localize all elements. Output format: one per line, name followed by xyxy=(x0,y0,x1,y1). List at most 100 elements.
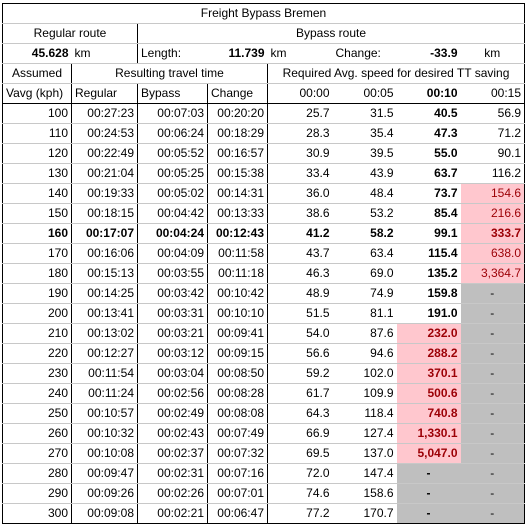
header-change[interactable]: Change xyxy=(207,83,268,104)
vavg-cell[interactable]: 160 xyxy=(2,223,72,244)
speed-10-cell[interactable]: 5,047.0 xyxy=(396,443,461,464)
bypass-time-cell[interactable]: 00:03:55 xyxy=(137,263,208,284)
vavg-cell[interactable]: 110 xyxy=(2,123,72,144)
change-time-cell[interactable]: 00:18:29 xyxy=(207,123,268,144)
speed-00-cell[interactable]: 54.0 xyxy=(267,323,333,344)
vavg-cell[interactable]: 190 xyxy=(2,283,72,304)
vavg-cell[interactable]: 230 xyxy=(2,363,72,384)
regular-time-cell[interactable]: 00:13:02 xyxy=(71,323,138,344)
speed-00-cell[interactable]: 48.9 xyxy=(267,283,333,304)
change-time-cell[interactable]: 00:07:01 xyxy=(207,483,268,504)
speed-05-cell[interactable]: 69.0 xyxy=(332,263,397,284)
speed-10-cell[interactable]: 288.2 xyxy=(396,343,461,364)
speed-00-cell[interactable]: 43.7 xyxy=(267,243,333,264)
change-time-cell[interactable]: 00:06:47 xyxy=(207,503,268,524)
speed-05-cell[interactable]: 58.2 xyxy=(332,223,397,244)
speed-05-cell[interactable]: 94.6 xyxy=(332,343,397,364)
change-time-cell[interactable]: 00:09:15 xyxy=(207,343,268,364)
speed-15-cell[interactable]: - xyxy=(460,503,525,524)
regular-time-cell[interactable]: 00:11:24 xyxy=(71,383,138,404)
sheet-title[interactable]: Freight Bypass Bremen xyxy=(2,3,525,24)
vavg-cell[interactable]: 220 xyxy=(2,343,72,364)
bypass-time-cell[interactable]: 00:02:43 xyxy=(137,423,208,444)
speed-05-cell[interactable]: 87.6 xyxy=(332,323,397,344)
change-time-cell[interactable]: 00:08:08 xyxy=(207,403,268,424)
speed-00-cell[interactable]: 72.0 xyxy=(267,463,333,484)
speed-00-cell[interactable]: 41.2 xyxy=(267,223,333,244)
speed-00-cell[interactable]: 33.4 xyxy=(267,163,333,184)
bypass-time-cell[interactable]: 00:05:25 xyxy=(137,163,208,184)
vavg-cell[interactable]: 170 xyxy=(2,243,72,264)
bypass-time-cell[interactable]: 00:02:56 xyxy=(137,383,208,404)
change-value[interactable]: -33.9 xyxy=(396,43,461,64)
speed-15-cell[interactable]: - xyxy=(460,323,525,344)
regular-time-cell[interactable]: 00:09:47 xyxy=(71,463,138,484)
regular-time-cell[interactable]: 00:27:23 xyxy=(71,103,138,124)
bypass-time-cell[interactable]: 00:04:09 xyxy=(137,243,208,264)
vavg-cell[interactable]: 300 xyxy=(2,503,72,524)
change-time-cell[interactable]: 00:09:41 xyxy=(207,323,268,344)
speed-10-cell[interactable]: 40.5 xyxy=(396,103,461,124)
regular-time-cell[interactable]: 00:14:25 xyxy=(71,283,138,304)
speed-15-cell[interactable]: - xyxy=(460,443,525,464)
speed-10-cell[interactable]: 1,330.1 xyxy=(396,423,461,444)
bypass-time-cell[interactable]: 00:02:26 xyxy=(137,483,208,504)
speed-15-cell[interactable]: - xyxy=(460,383,525,404)
regular-time-cell[interactable]: 00:09:08 xyxy=(71,503,138,524)
regular-time-cell[interactable]: 00:10:32 xyxy=(71,423,138,444)
bypass-route-label[interactable]: Bypass route xyxy=(137,23,525,44)
bypass-time-cell[interactable]: 00:03:31 xyxy=(137,303,208,324)
speed-10-cell[interactable]: - xyxy=(396,483,461,504)
speed-15-cell[interactable]: - xyxy=(460,463,525,484)
speed-05-cell[interactable]: 74.9 xyxy=(332,283,397,304)
speed-05-cell[interactable]: 35.4 xyxy=(332,123,397,144)
header-regular[interactable]: Regular xyxy=(71,83,138,104)
vavg-cell[interactable]: 290 xyxy=(2,483,72,504)
bypass-time-cell[interactable]: 00:07:03 xyxy=(137,103,208,124)
regular-time-cell[interactable]: 00:18:15 xyxy=(71,203,138,224)
vavg-cell[interactable]: 140 xyxy=(2,183,72,204)
regular-time-cell[interactable]: 00:19:33 xyxy=(71,183,138,204)
speed-15-cell[interactable]: 71.2 xyxy=(460,123,525,144)
change-time-cell[interactable]: 00:07:16 xyxy=(207,463,268,484)
header-saving-15[interactable]: 00:15 xyxy=(460,83,525,104)
regular-time-cell[interactable]: 00:15:13 xyxy=(71,263,138,284)
speed-00-cell[interactable]: 46.3 xyxy=(267,263,333,284)
speed-15-cell[interactable]: 3,364.7 xyxy=(460,263,525,284)
speed-05-cell[interactable]: 48.4 xyxy=(332,183,397,204)
regular-time-cell[interactable]: 00:10:57 xyxy=(71,403,138,424)
speed-05-cell[interactable]: 170.7 xyxy=(332,503,397,524)
speed-10-cell[interactable]: 47.3 xyxy=(396,123,461,144)
vavg-cell[interactable]: 280 xyxy=(2,463,72,484)
vavg-cell[interactable]: 200 xyxy=(2,303,72,324)
bypass-time-cell[interactable]: 00:02:49 xyxy=(137,403,208,424)
speed-10-cell[interactable]: 63.7 xyxy=(396,163,461,184)
bypass-length-value[interactable]: 11.739 xyxy=(207,43,268,64)
speed-10-cell[interactable]: 370.1 xyxy=(396,363,461,384)
speed-05-cell[interactable]: 109.9 xyxy=(332,383,397,404)
vavg-cell[interactable]: 130 xyxy=(2,163,72,184)
speed-10-cell[interactable]: 740.8 xyxy=(396,403,461,424)
vavg-cell[interactable]: 100 xyxy=(2,103,72,124)
regular-time-cell[interactable]: 00:21:04 xyxy=(71,163,138,184)
speed-05-cell[interactable]: 102.0 xyxy=(332,363,397,384)
header-vavg[interactable]: Vavg (kph) xyxy=(2,83,72,104)
change-time-cell[interactable]: 00:10:42 xyxy=(207,283,268,304)
header-saving-5[interactable]: 00:05 xyxy=(332,83,397,104)
speed-15-cell[interactable]: 638.0 xyxy=(460,243,525,264)
vavg-cell[interactable]: 210 xyxy=(2,323,72,344)
vavg-cell[interactable]: 120 xyxy=(2,143,72,164)
change-time-cell[interactable]: 00:20:20 xyxy=(207,103,268,124)
bypass-time-cell[interactable]: 00:02:31 xyxy=(137,463,208,484)
speed-00-cell[interactable]: 66.9 xyxy=(267,423,333,444)
bypass-time-cell[interactable]: 00:02:21 xyxy=(137,503,208,524)
speed-00-cell[interactable]: 69.5 xyxy=(267,443,333,464)
change-time-cell[interactable]: 00:07:32 xyxy=(207,443,268,464)
speed-05-cell[interactable]: 43.9 xyxy=(332,163,397,184)
vavg-cell[interactable]: 150 xyxy=(2,203,72,224)
speed-15-cell[interactable]: 216.6 xyxy=(460,203,525,224)
speed-05-cell[interactable]: 127.4 xyxy=(332,423,397,444)
speed-00-cell[interactable]: 59.2 xyxy=(267,363,333,384)
speed-00-cell[interactable]: 56.6 xyxy=(267,343,333,364)
speed-05-cell[interactable]: 53.2 xyxy=(332,203,397,224)
